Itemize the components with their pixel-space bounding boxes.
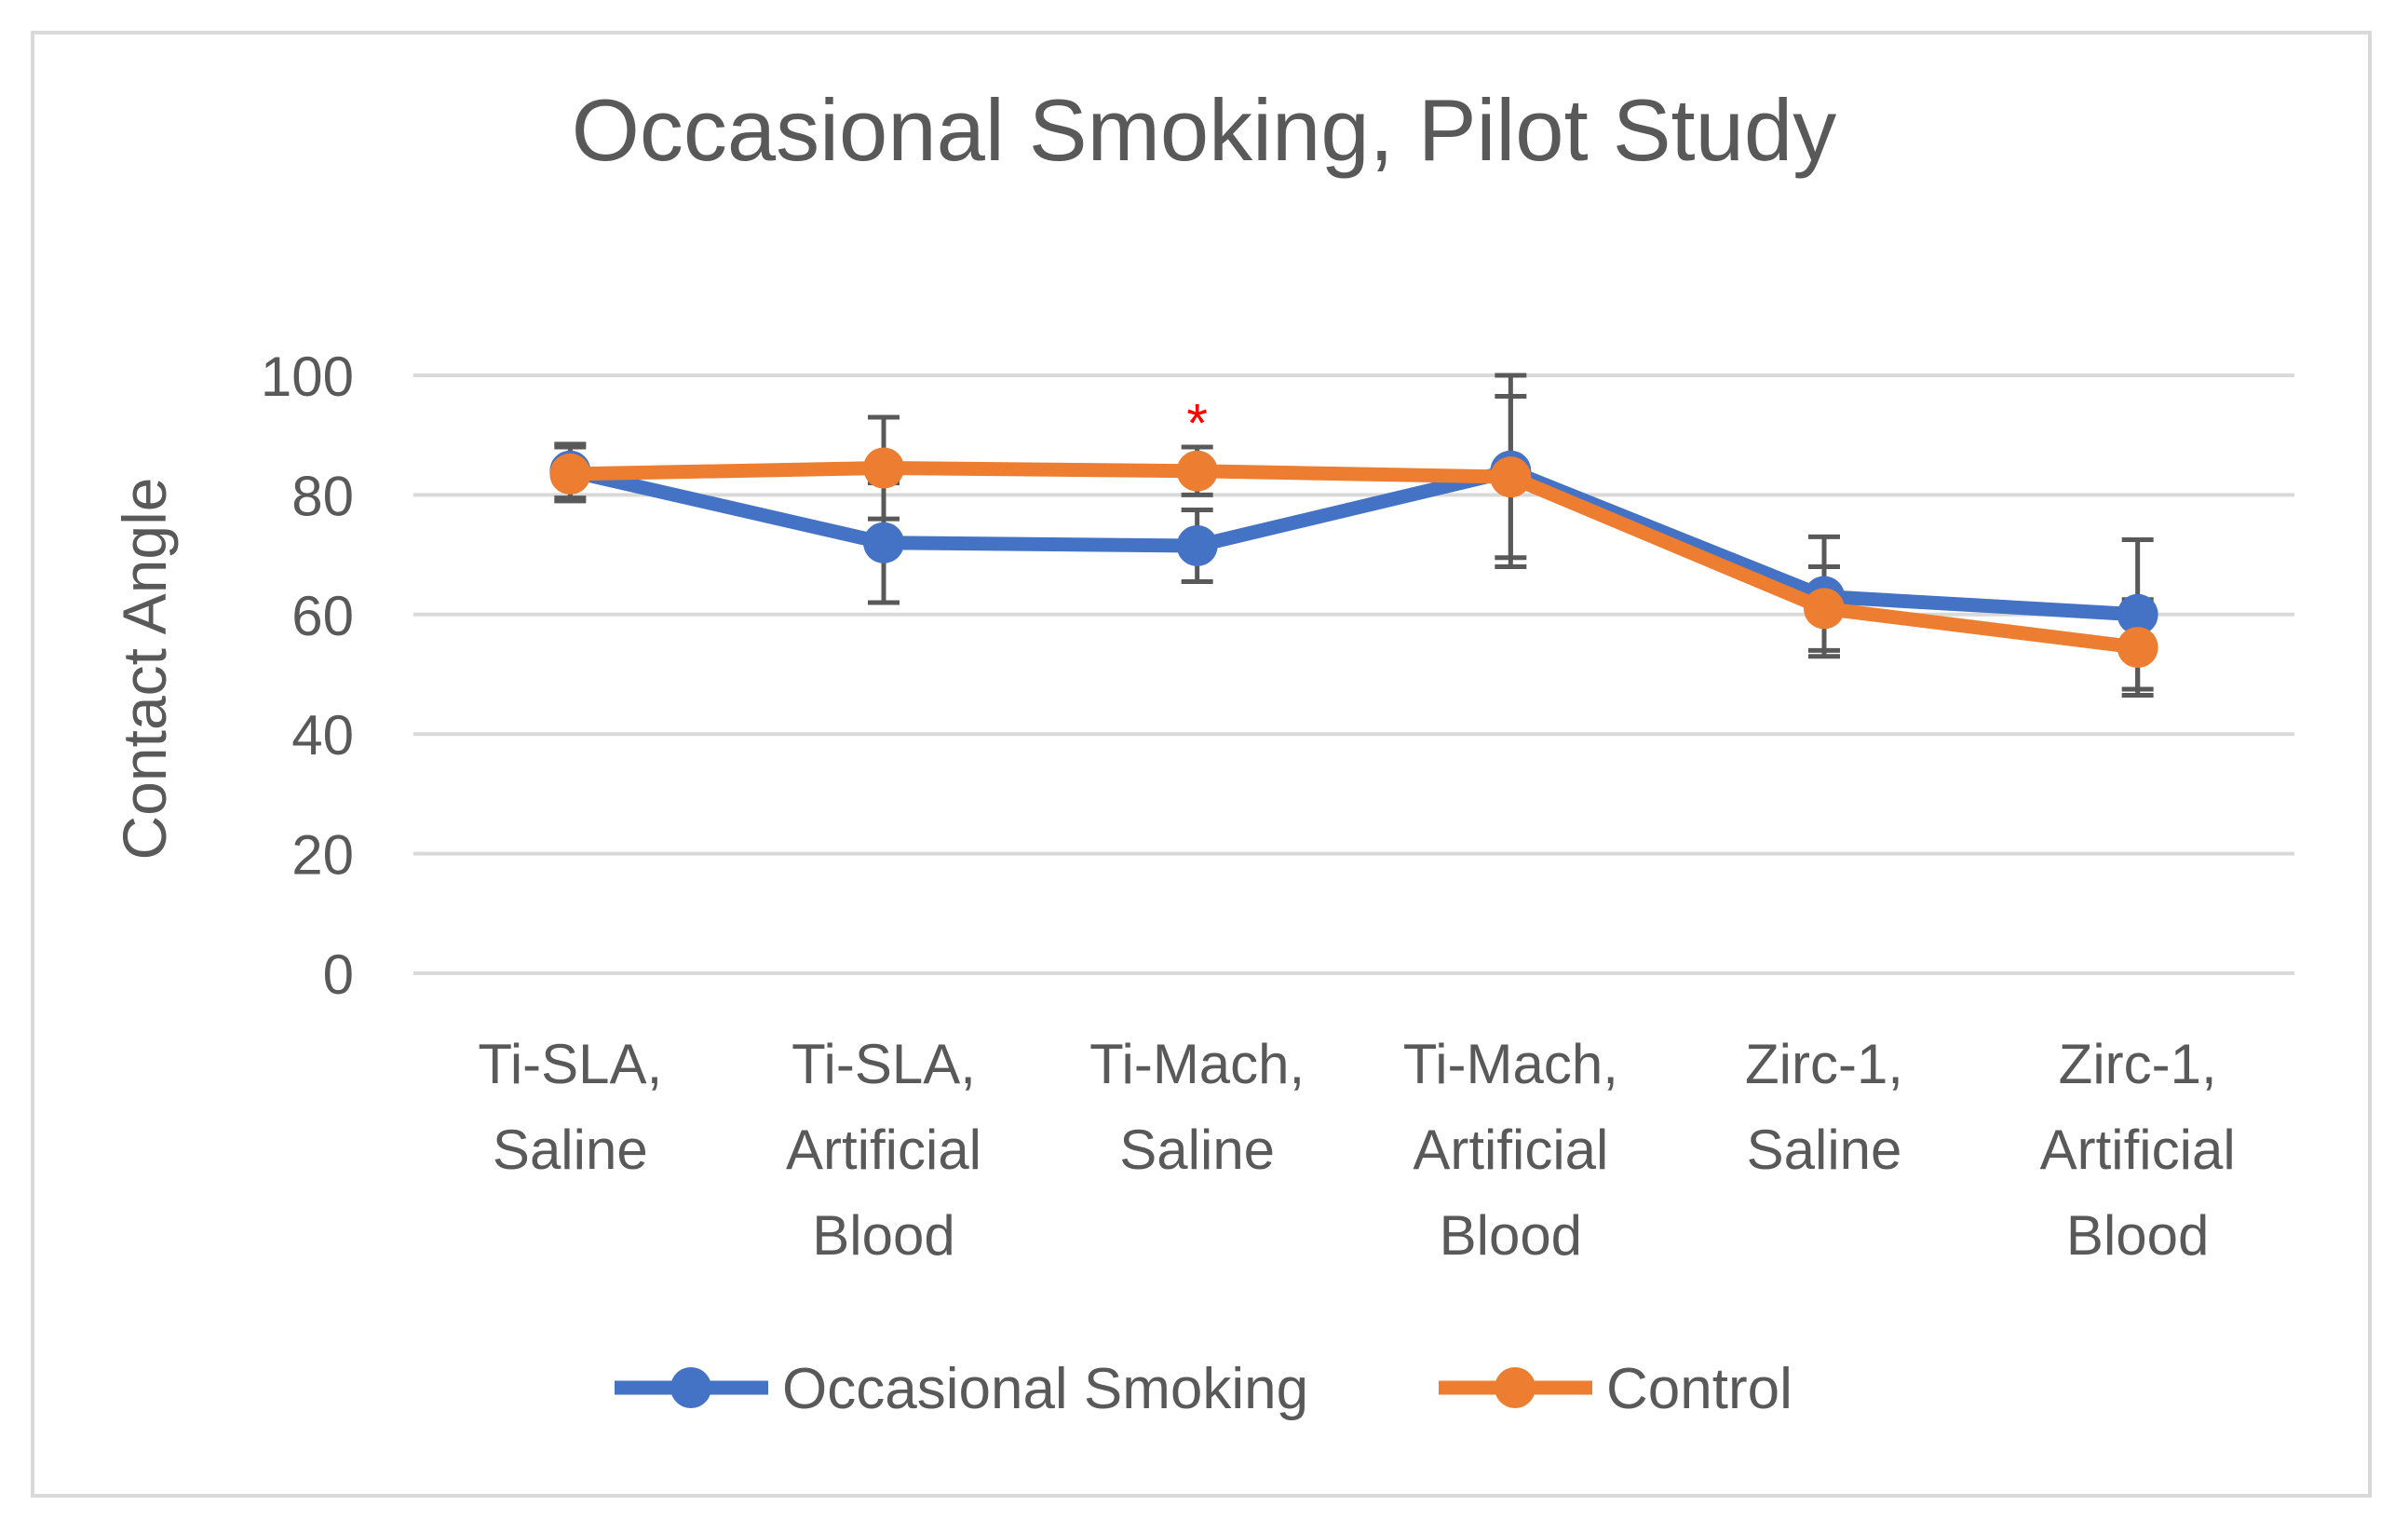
x-tick-label-line: Ti-Mach, — [1403, 1033, 1618, 1095]
data-point — [863, 522, 904, 563]
error-bars — [554, 373, 2154, 698]
series-lines — [549, 447, 2158, 669]
x-tick-label-line: Ti-SLA, — [791, 1033, 976, 1095]
y-tick-label: 20 — [291, 824, 354, 887]
x-tick-label: Zirc-1, Artificial Blood — [2040, 1033, 2236, 1267]
x-tick-label-line: Saline — [1119, 1119, 1275, 1181]
series-line-1 — [570, 461, 2139, 655]
legend: Occasional Smoking Control — [615, 1357, 1792, 1421]
legend-label: Control — [1606, 1357, 1792, 1421]
x-tick-label-line: Blood — [1440, 1204, 1582, 1267]
series-line-0 — [568, 464, 2139, 622]
x-tick-label: Zirc-1, Saline — [1745, 1033, 1903, 1181]
chart-title: Occasional Smoking, Pilot Study — [572, 81, 1836, 179]
x-tick-label: Ti-Mach, Saline — [1089, 1033, 1305, 1181]
y-tick-label: 80 — [291, 465, 354, 527]
legend-marker — [670, 1367, 711, 1408]
data-point — [2117, 593, 2158, 635]
data-point — [1176, 524, 1218, 566]
data-point — [549, 453, 591, 495]
x-tick-label-line: Artificial — [2040, 1119, 2236, 1181]
x-tick-label-line: Zirc-1, — [1745, 1033, 1903, 1095]
y-tick-label: 0 — [323, 943, 354, 1006]
x-tick-label-line: Saline — [1747, 1119, 1902, 1181]
x-tick-label-line: Blood — [2066, 1204, 2209, 1267]
data-point — [1176, 450, 1218, 492]
x-tick-label-line: Blood — [812, 1204, 954, 1267]
y-axis-label: Contact Angle — [110, 478, 179, 861]
chart-frame — [31, 31, 2372, 1498]
x-tick-label-line: Ti-Mach, — [1089, 1033, 1305, 1095]
gridlines — [413, 373, 2294, 975]
y-tick-label: 60 — [291, 585, 354, 647]
x-tick-label-line: Artificial — [1413, 1119, 1608, 1181]
x-tick-label: Ti-Mach, Artificial Blood — [1403, 1033, 1618, 1267]
x-tick-label-line: Saline — [493, 1119, 648, 1181]
significance-marker: * — [1186, 394, 1208, 454]
annotations: * — [1186, 394, 1208, 454]
y-tick-label: 40 — [291, 704, 354, 766]
x-tick-label: Ti-SLA, Artificial Blood — [786, 1033, 981, 1267]
data-point — [2117, 627, 2158, 669]
x-tick-label: Ti-SLA, Saline — [478, 1033, 662, 1181]
data-point — [1490, 456, 1532, 498]
data-point — [1804, 588, 1845, 630]
y-axis-ticks: 0 20 40 60 80 100 — [261, 346, 354, 1006]
legend-label: Occasional Smoking — [782, 1357, 1308, 1421]
data-point — [863, 447, 904, 489]
y-tick-label: 100 — [261, 346, 354, 408]
x-tick-label-line: Artificial — [786, 1119, 981, 1181]
x-tick-label-line: Ti-SLA, — [478, 1033, 662, 1095]
x-tick-label-line: Zirc-1, — [2059, 1033, 2217, 1095]
legend-marker — [1495, 1367, 1535, 1408]
